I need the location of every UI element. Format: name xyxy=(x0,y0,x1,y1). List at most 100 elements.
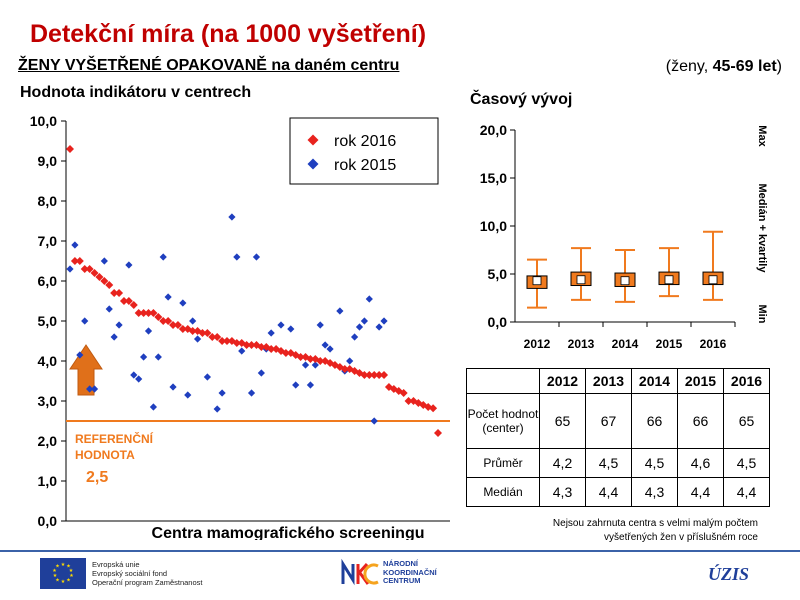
point-2015 xyxy=(184,391,192,399)
point-2015 xyxy=(154,353,162,361)
population-suffix: ) xyxy=(776,58,782,75)
stats-cell: 4,4 xyxy=(585,477,632,507)
boxplot-side-labels: Max Medián + kvartily Min xyxy=(756,125,768,323)
point-2015 xyxy=(252,253,261,261)
y-tick-label: 2,0 xyxy=(38,433,58,449)
y-tick-label: 7,0 xyxy=(38,233,58,249)
stats-col-header: 2014 xyxy=(631,368,678,394)
point-2015 xyxy=(292,381,300,389)
point-2016 xyxy=(119,297,128,305)
stats-col-header: 2012 xyxy=(539,368,586,394)
stats-cell: 4,2 xyxy=(539,448,586,478)
box-y-tick-label: 10,0 xyxy=(480,218,507,234)
eu-text: Evropská unie Evropský sociální fond Ope… xyxy=(92,560,202,587)
point-2016 xyxy=(75,257,84,265)
point-2016 xyxy=(296,353,305,361)
y-tick-label: 6,0 xyxy=(38,273,58,289)
point-2016 xyxy=(375,371,384,379)
point-2015 xyxy=(277,321,285,329)
y-tick-label: 8,0 xyxy=(38,193,58,209)
point-2016 xyxy=(169,321,178,329)
point-2016 xyxy=(115,289,124,297)
box-y-tick-label: 5,0 xyxy=(488,266,508,282)
box-x-tick-label: 2015 xyxy=(656,337,683,351)
point-2016 xyxy=(203,329,212,337)
point-2015 xyxy=(81,317,89,325)
stats-row-label: Průměr xyxy=(466,448,540,478)
point-2015 xyxy=(228,213,236,221)
point-2015 xyxy=(213,405,221,413)
point-2015 xyxy=(218,389,226,397)
point-2015 xyxy=(203,373,211,381)
population-label: (ženy, 45-69 let) xyxy=(666,58,782,76)
stats-cell: 4,5 xyxy=(585,448,632,478)
svg-text:★: ★ xyxy=(61,579,66,585)
x-axis-title: Centra mamografického screeningu xyxy=(152,525,425,540)
point-2016 xyxy=(154,313,163,321)
stats-col-header: 2013 xyxy=(585,368,632,394)
y-tick-label: 1,0 xyxy=(38,473,58,489)
point-2016 xyxy=(129,301,138,309)
box-y-tick-label: 20,0 xyxy=(480,122,507,138)
point-2015 xyxy=(149,403,158,411)
point-2016 xyxy=(198,329,207,337)
point-2016 xyxy=(164,317,173,325)
series-2016 xyxy=(66,145,442,437)
point-2016 xyxy=(370,371,379,379)
point-2016 xyxy=(242,341,251,349)
stats-cell: 66 xyxy=(677,393,724,449)
scatter-chart: 0,0 1,0 2,0 3,0 4,0 5,0 6,0 7,0 8,0 9,0 10,0 Centra… xyxy=(30,113,450,540)
point-2016 xyxy=(70,257,79,265)
scatter-axes: 0,0 1,0 2,0 3,0 4,0 5,0 6,0 7,0 8,0 9,0 10,0 Centra… xyxy=(30,113,450,540)
box-x-tick-label: 2012 xyxy=(524,337,551,351)
point-2016 xyxy=(218,337,227,345)
box-median-marker xyxy=(664,275,674,285)
point-2015 xyxy=(370,417,378,425)
stats-cell: 4,4 xyxy=(723,477,770,507)
stats-corner-cell xyxy=(466,368,540,394)
y-tick-label: 3,0 xyxy=(38,393,58,409)
point-2015 xyxy=(375,323,383,331)
point-2015 xyxy=(71,241,79,249)
point-2015 xyxy=(105,305,113,313)
nkc-line: NÁRODNÍ xyxy=(383,559,418,568)
boxplot-boxes xyxy=(526,230,724,309)
point-2016 xyxy=(429,404,438,413)
point-2015 xyxy=(380,317,388,325)
nkc-text: NÁRODNÍ KOORDINAČNÍ CENTRUM xyxy=(383,559,437,586)
footer-divider xyxy=(0,550,800,552)
point-2016 xyxy=(66,145,74,153)
point-2015 xyxy=(326,345,334,353)
point-2015 xyxy=(135,375,143,383)
point-2015 xyxy=(321,341,329,349)
point-2016 xyxy=(90,269,99,277)
right-chart-heading: Časový vývoj xyxy=(470,91,573,108)
side-label-max: Max xyxy=(756,125,768,147)
scatter-legend: rok 2016 rok 2015 xyxy=(289,117,439,185)
boxplot-chart: 0,0 5,0 10,0 15,0 20,0 2012 2013 2014 2015 2016 M… xyxy=(480,122,768,351)
point-2015 xyxy=(164,293,172,301)
point-2016 xyxy=(380,371,389,379)
nkc-line: CENTRUM xyxy=(383,576,421,585)
stats-cell: 67 xyxy=(585,393,632,449)
point-2015 xyxy=(316,321,324,329)
page-title: Detekční míra (na 1000 vyšetření) xyxy=(30,20,427,48)
legend-box xyxy=(289,117,439,185)
box-y-tick-label: 0,0 xyxy=(488,314,508,330)
nkc-line: KOORDINAČNÍ xyxy=(383,567,437,577)
point-2016 xyxy=(267,345,276,353)
point-2015 xyxy=(144,327,153,335)
stats-cell: 4,4 xyxy=(677,477,724,507)
stats-row-count: Počet hodnot (center) 65 67 66 66 65 xyxy=(466,393,770,449)
point-2016 xyxy=(360,371,369,379)
y-tick-label: 0,0 xyxy=(38,513,58,529)
y-tick-label: 9,0 xyxy=(38,153,58,169)
box-median-marker xyxy=(708,275,718,285)
legend-marker-2015 xyxy=(307,158,319,170)
point-2016 xyxy=(134,309,143,317)
point-2016 xyxy=(404,397,413,405)
up-arrow-icon xyxy=(69,344,103,396)
point-2016 xyxy=(95,273,104,281)
point-2016 xyxy=(110,289,119,297)
box-x-tick-label: 2013 xyxy=(568,337,595,351)
